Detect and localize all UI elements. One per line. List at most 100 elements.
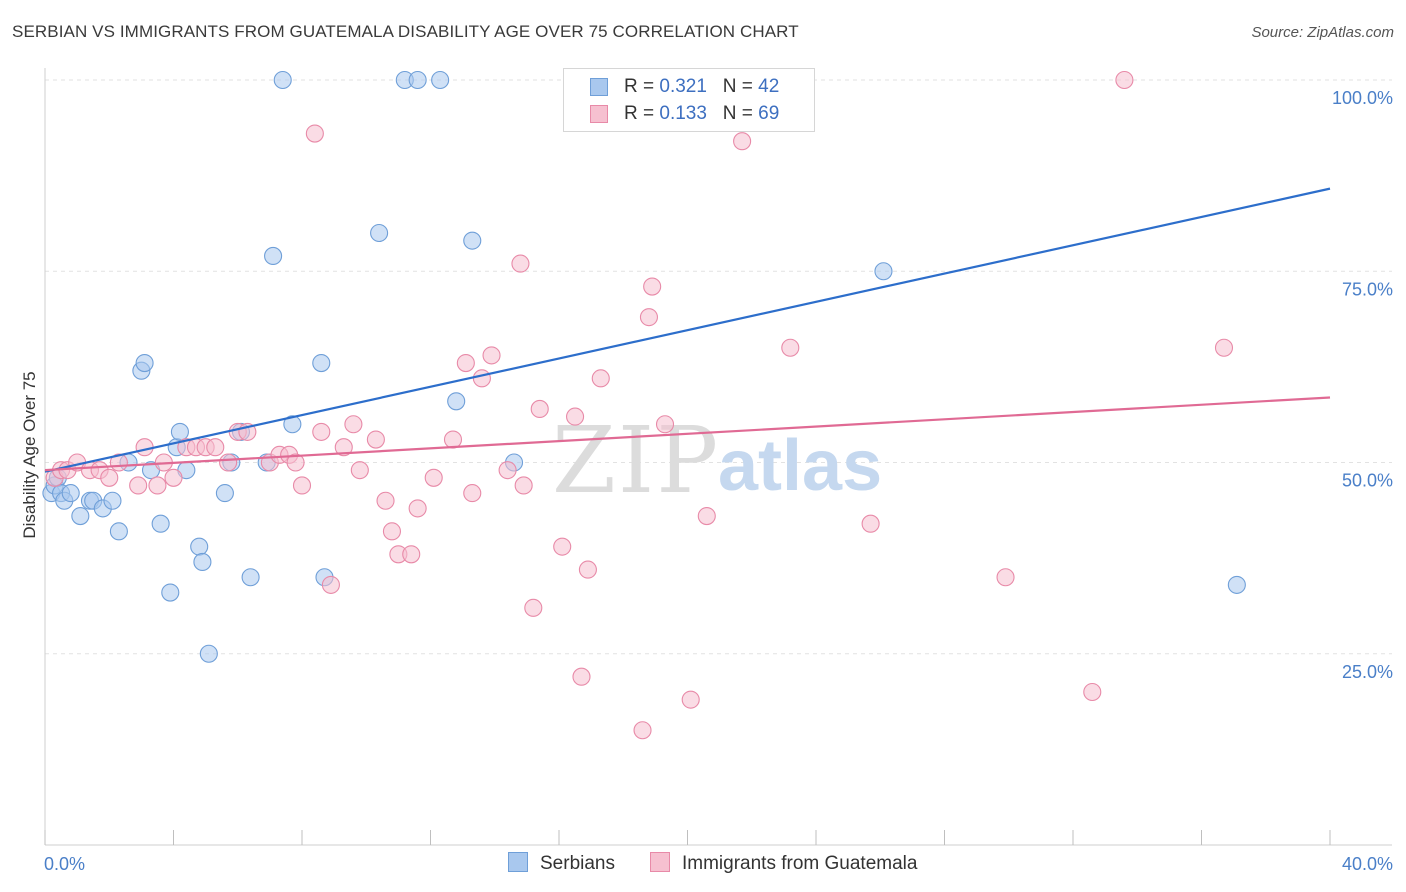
watermark: ZIP atlas [552,407,882,514]
guatemala-point [148,476,167,495]
guatemala-point [572,667,591,686]
y-tick-label: 100.0% [1332,88,1393,108]
guatemala-point [566,407,585,426]
guatemala-point [1083,682,1102,702]
bottom-legend-guatemala: Immigrants from Guatemala [650,852,917,875]
guatemala-point [697,506,716,526]
legend-n-label: N = [722,76,759,97]
guatemala-point [292,476,312,495]
guatemala-point [286,453,305,472]
guatemala-point [472,369,491,388]
guatemala-trend-line [44,396,1331,472]
guatemala-point [530,399,549,419]
serbians-point [190,537,209,556]
data-points [42,70,1246,740]
guatemala-point [524,598,543,617]
bottom-legend-serbians: Serbians [508,852,615,875]
guatemala-point [553,537,572,556]
guatemala-point [996,568,1015,587]
legend-r-label: R = [624,103,660,124]
serbians-trend-line [44,187,1331,473]
y-tick-label: 75.0% [1342,279,1393,299]
watermark-zip: ZIP [552,407,720,514]
serbians-point [431,70,450,90]
guatemala-point [312,422,331,441]
guatemala-point [443,430,463,449]
guatemala-point [591,369,610,388]
guatemala-point [408,499,427,518]
legend-swatch-serbians [508,852,528,872]
axes [44,68,1392,846]
guatemala-point [129,476,148,495]
serbians-point [61,484,80,503]
guatemala-point [681,690,700,709]
x-tick-labels: 0.0% 40.0% [44,854,1393,874]
serbians-point [264,246,283,265]
serbians-point [161,583,180,602]
guatemala-point [482,346,501,365]
serbians-point [312,353,331,373]
serbians-point [103,491,122,510]
serbians-point [463,231,482,250]
guatemala-point [498,461,517,480]
legend-swatch-guatemala [650,852,670,872]
serbians-point [241,568,260,587]
serbians-point [447,392,466,411]
legend-n-label: N = [722,103,759,124]
guatemala-point [861,514,880,533]
grid-lines [45,79,1392,655]
trend-lines [44,187,1331,473]
guatemala-point [305,124,324,143]
legend-r-value: 0.321 [659,76,707,97]
serbians-point [151,514,170,533]
serbians-point [135,353,154,373]
y-tick-labels: 25.0% 50.0% 75.0% 100.0% [1332,88,1393,682]
guatemala-point [350,461,369,480]
legend-n-value: 42 [758,76,780,97]
guatemala-point [206,438,225,457]
guatemala-point [334,438,353,457]
guatemala-point [382,522,402,541]
serbians-point [408,70,427,90]
legend-n-value: 69 [758,103,780,124]
x-tick-label: 40.0% [1342,854,1393,874]
serbians-point [283,415,302,434]
legend-r-value: 0.133 [659,103,707,124]
guatemala-point [219,453,238,472]
guatemala-point [511,254,530,273]
guatemala-point [100,468,119,487]
guatemala-point [1115,70,1134,90]
serbians-point [874,262,893,281]
serbians-point [273,70,292,90]
guatemala-point [633,721,652,740]
guatemala-point [639,308,659,327]
guatemala-point [643,277,662,296]
y-axis-label: Disability Age Over 75 [20,371,39,538]
guatemala-point [578,560,597,579]
guatemala-point [135,438,154,457]
guatemala-point [456,353,475,373]
legend: R = 0.321 N = 42 R = 0.133 N = 69 [563,68,815,132]
y-tick-label: 25.0% [1342,662,1393,682]
guatemala-point [733,132,752,151]
guatemala-point [344,415,363,434]
guatemala-point [781,338,800,357]
guatemala-point [366,430,385,449]
serbians-point [370,223,389,243]
guatemala-point [514,476,533,495]
guatemala-point [164,468,183,487]
guatemala-point [321,575,340,594]
serbians-point [71,506,90,526]
legend-swatch-serbians [590,78,608,96]
chart-title: SERBIAN VS IMMIGRANTS FROM GUATEMALA DIS… [12,22,799,41]
source-credit: Source: ZipAtlas.com [1251,24,1394,41]
serbians-point [1227,575,1246,594]
legend-label-serbians: Serbians [540,853,615,874]
guatemala-point [376,491,395,510]
guatemala-point [424,468,443,487]
y-tick-label: 50.0% [1342,471,1393,491]
x-tick-label: 0.0% [44,854,85,874]
guatemala-point [463,484,482,503]
serbians-point [170,422,189,441]
